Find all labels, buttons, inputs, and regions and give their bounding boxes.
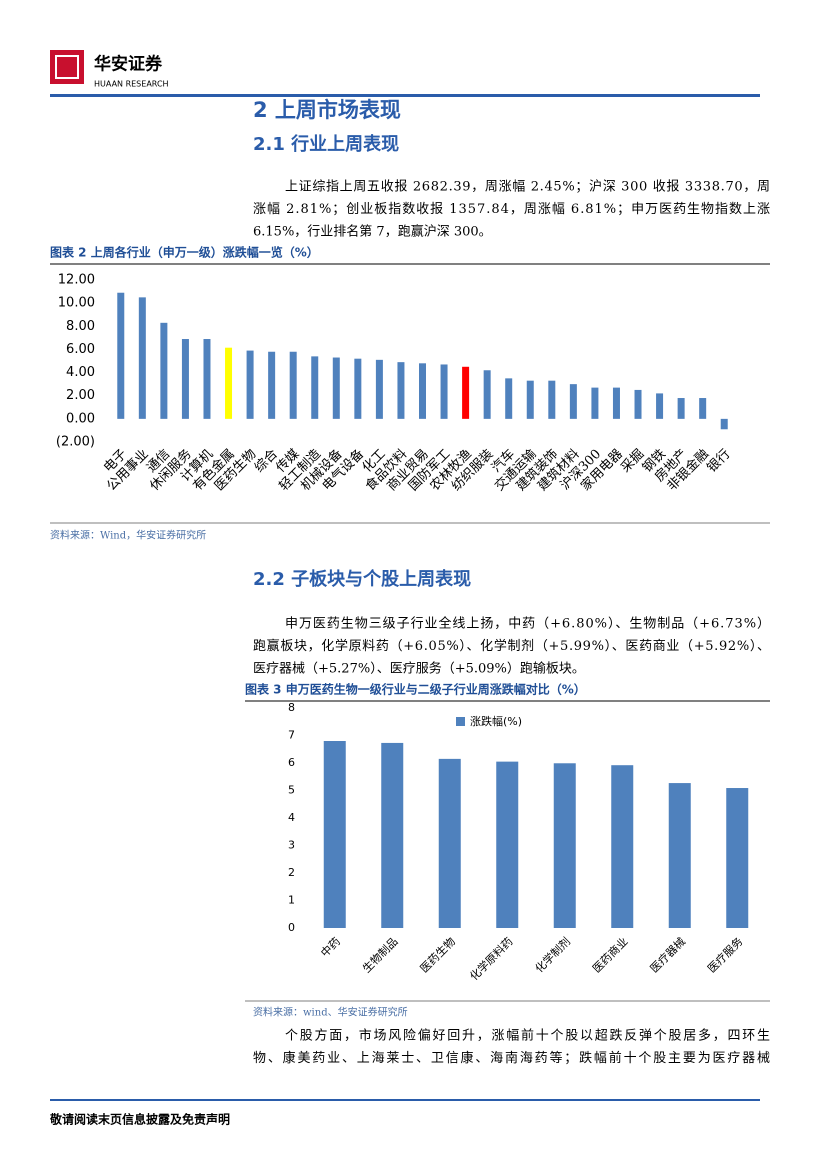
- bar: [354, 358, 362, 419]
- paragraph-line: 个股方面，市场风险偏好回升，涨幅前十个股以超跌反弹个股居多，四环生: [285, 1028, 770, 1044]
- subsection-title: 2.2 子板块与个股上周表现: [253, 568, 471, 590]
- bar: [483, 370, 491, 419]
- bar: [246, 350, 254, 419]
- y-tick-label: 12.00: [58, 273, 95, 288]
- bar: [375, 359, 383, 419]
- bar: [634, 389, 642, 419]
- bar: [381, 742, 404, 928]
- bar: [699, 398, 707, 419]
- figure-caption: 图表 3 申万医药生物一级行业与二级子行业周涨跌幅对比（%）: [245, 682, 586, 697]
- y-tick-label: 10.00: [58, 296, 95, 311]
- bar: [323, 741, 346, 928]
- bar: [138, 297, 146, 419]
- bar: [311, 356, 319, 419]
- bar: [726, 788, 749, 928]
- x-tick-label: 医疗服务: [704, 934, 745, 975]
- bar: [505, 378, 513, 419]
- y-tick-label: 7: [288, 729, 295, 742]
- bar: [419, 363, 426, 419]
- bar: [526, 380, 534, 419]
- x-tick-label: 医药生物: [417, 934, 458, 975]
- bar: [553, 763, 576, 928]
- y-tick-label: 3: [288, 839, 295, 852]
- logo-inner: [55, 55, 79, 79]
- bar: [397, 362, 405, 419]
- section-title: 2 上周市场表现: [253, 98, 401, 122]
- y-tick-label: 8: [288, 701, 295, 714]
- y-tick-label: 6.00: [66, 342, 95, 357]
- y-tick-label: 4: [288, 811, 295, 824]
- bar: [289, 351, 297, 419]
- bar: [591, 387, 599, 419]
- y-tick-label: 8.00: [66, 319, 95, 334]
- legend-swatch: [456, 717, 465, 726]
- x-tick-label: 医疗器械: [647, 934, 688, 975]
- bar: [332, 357, 340, 419]
- bar: [438, 758, 461, 928]
- y-tick-label: 6: [288, 756, 295, 769]
- bar: [548, 380, 556, 419]
- x-tick-label: 生物制品: [359, 934, 400, 975]
- source: 资料来源：wind、华安证券研究所: [253, 1006, 408, 1019]
- footer-rule: [50, 1099, 760, 1101]
- bar: [203, 339, 211, 419]
- bar: [668, 783, 691, 928]
- logo-en: HUAAN RESEARCH: [94, 80, 169, 89]
- y-tick-label: 0.00: [66, 411, 95, 426]
- y-tick-label: 1: [288, 894, 295, 907]
- y-tick-label: 5: [288, 784, 295, 797]
- paragraph-line: 申万医药生物三级子行业全线上扬，中药（+6.80%）、生物制品（+6.73%）: [285, 616, 770, 632]
- paragraph-line: 涨幅 2.81%；创业板指数收报 1357.84，周涨幅 6.81%；申万医药生…: [253, 202, 770, 217]
- paragraph-line: 物、康美药业、上海莱士、卫信康、海南海药等；跌幅前十个股主要为医疗器械: [253, 1050, 770, 1066]
- legend-label: 涨跌幅(%): [470, 714, 522, 728]
- paragraph-line: 医疗器械（+5.27%）、医疗服务（+5.09%）跑输板块。: [253, 661, 585, 677]
- x-tick-label: 银行: [705, 447, 734, 476]
- y-tick-label: 2.00: [66, 388, 95, 403]
- bar: [720, 418, 728, 430]
- bar: [612, 387, 620, 419]
- bar: [160, 322, 168, 419]
- x-tick-label: 化学制剂: [532, 934, 573, 975]
- subsection-title: 2.1 行业上周表现: [253, 133, 399, 155]
- bar: [569, 384, 577, 419]
- bar: [117, 292, 125, 419]
- y-tick-label: 0: [288, 921, 295, 934]
- figure-caption: 图表 2 上周各行业（申万一级）涨跌幅一览（%）: [50, 245, 319, 260]
- bar: [656, 393, 664, 419]
- bar: [611, 765, 634, 928]
- bar: [181, 339, 189, 419]
- paragraph-line: 6.15%，行业排名第 7，跑赢沪深 300。: [253, 224, 492, 240]
- paragraph-line: 上证综指上周五收报 2682.39，周涨幅 2.45%；沪深 300 收报 33…: [285, 179, 770, 195]
- y-tick-label: 4.00: [66, 365, 95, 380]
- bar: [677, 398, 685, 419]
- y-tick-label: 2: [288, 866, 295, 879]
- bar: [268, 351, 276, 419]
- bar: [225, 347, 233, 419]
- bar: [440, 364, 448, 419]
- x-tick-label: 化学原料药: [467, 934, 516, 983]
- x-tick-label: 医药商业: [589, 934, 630, 975]
- y-tick-label: (2.00): [56, 435, 95, 450]
- footer: 敬请阅读末页信息披露及免责声明: [49, 1112, 230, 1127]
- bar: [496, 761, 519, 928]
- header-rule: [50, 94, 760, 97]
- paragraph-line: 跑赢板块，化学原料药（+6.05%）、化学制剂（+5.99%）、医药商业（+5.…: [253, 638, 770, 654]
- source: 资料来源：Wind，华安证券研究所: [50, 529, 206, 542]
- logo-cn: 华安证券: [94, 54, 163, 75]
- bar: [462, 366, 470, 419]
- x-tick-label: 中药: [318, 935, 343, 960]
